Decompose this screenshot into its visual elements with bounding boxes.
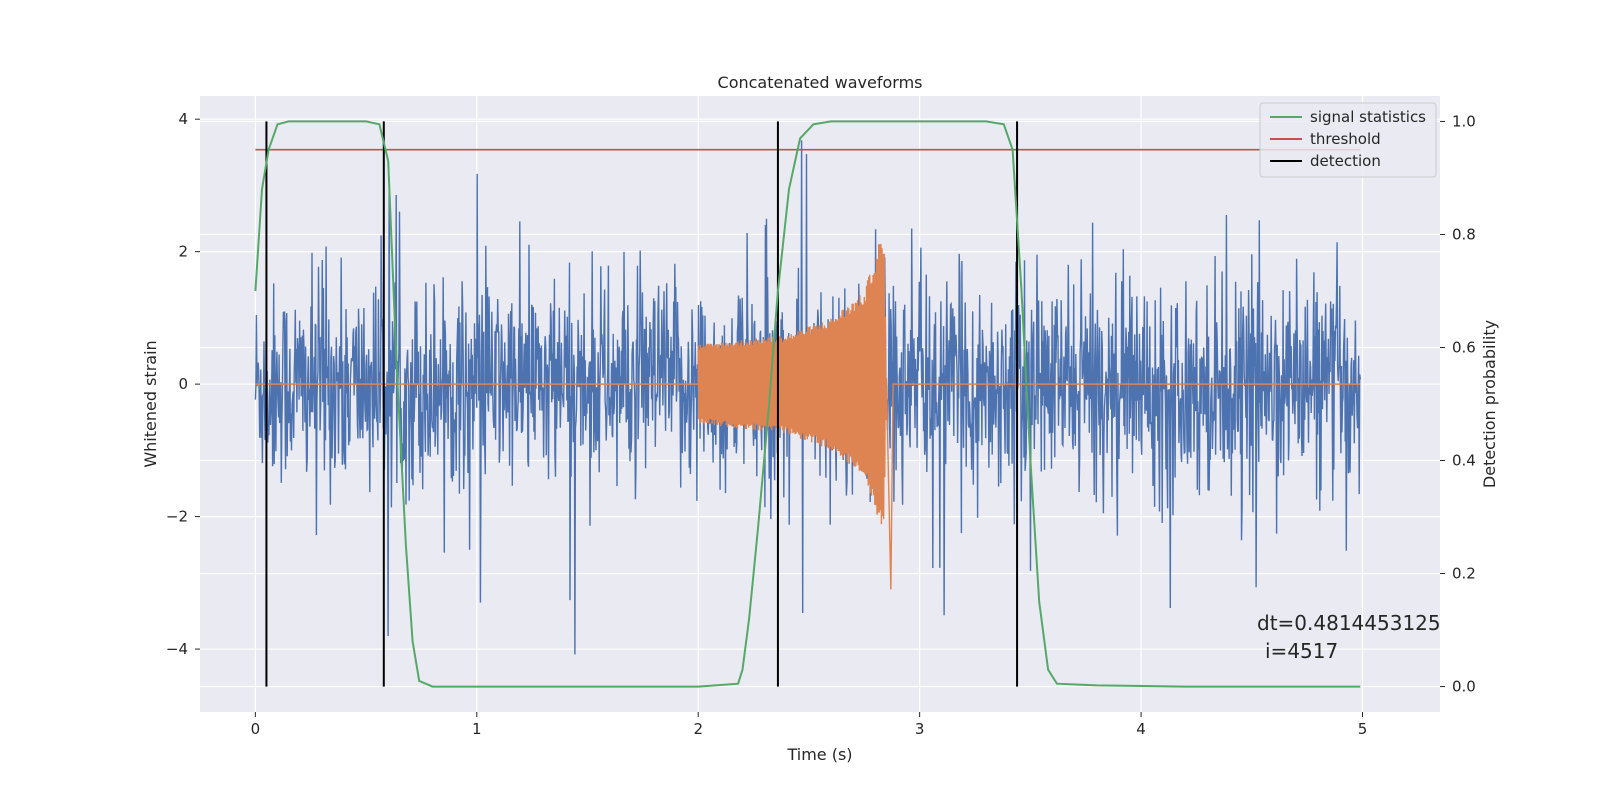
y2-tick-label: 0.8: [1452, 225, 1476, 243]
y-axis-label: Whitened strain: [141, 340, 160, 467]
legend-box: [1259, 102, 1437, 178]
legend-label-threshold: threshold: [1310, 130, 1381, 148]
legend: signal statistics threshold detection: [1259, 102, 1437, 178]
y-tick-label: 0: [178, 375, 188, 393]
y2-tick-label: 0.4: [1452, 452, 1476, 470]
legend-label-signal-statistics: signal statistics: [1310, 108, 1426, 126]
y2-tick-label: 0.6: [1452, 338, 1476, 356]
y2-tick-label: 0.0: [1452, 678, 1476, 696]
signal-statistics-line: [254, 120, 1361, 688]
x-tick-label: 1: [472, 720, 482, 738]
y-tick-label: −2: [166, 508, 188, 526]
grid-lines: [200, 96, 1440, 712]
chart-title: Concatenated waveforms: [718, 73, 923, 92]
y2-tick-label: 0.2: [1452, 565, 1476, 583]
axis-ticks: 0 1 2 3 4 5 −4 −2 0 2 4 0.0 0.2 0.4 0.6 0.8 1.0: [166, 110, 1476, 738]
annotation-index: i=4517: [1265, 639, 1338, 663]
y2-axis-label: Detection probability: [1480, 320, 1499, 488]
annotation-dt: dt=0.4814453125: [1257, 611, 1441, 635]
y-tick-label: 4: [178, 110, 188, 128]
x-tick-label: 5: [1358, 720, 1368, 738]
x-tick-label: 0: [251, 720, 261, 738]
y-tick-label: −4: [166, 640, 188, 658]
plot-marks: [254, 120, 1361, 688]
legend-label-detection: detection: [1310, 152, 1381, 170]
template-waveform-line: [255, 243, 1361, 590]
x-tick-label: 2: [693, 720, 703, 738]
y2-tick-label: 1.0: [1452, 112, 1476, 130]
y-tick-label: 2: [178, 243, 188, 261]
x-axis-label: Time (s): [786, 745, 852, 764]
x-tick-label: 4: [1136, 720, 1146, 738]
x-tick-label: 3: [915, 720, 925, 738]
